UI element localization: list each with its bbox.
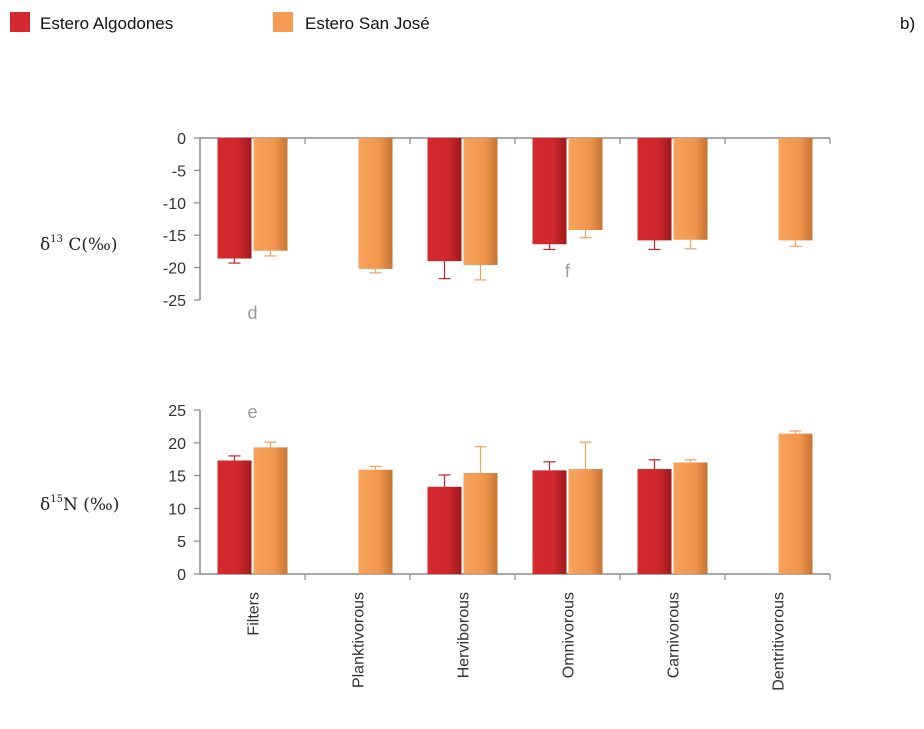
- legend-swatch-sanjose: [273, 12, 293, 32]
- ylabel-d15n-rest: N (‰): [63, 495, 119, 515]
- y-tick-label-d13C-3: -15: [163, 228, 186, 245]
- ylabel-d13c: δ13 C(‰): [40, 234, 117, 255]
- category-label-omnivorous: Omnivorous: [561, 592, 578, 678]
- legend-label-sanjose: Estero San José: [305, 14, 430, 33]
- bar-d15N-estero-san-jos-omnivorous: [568, 469, 603, 574]
- category-label-planktivorous: Planktivorous: [351, 592, 368, 688]
- y-tick-label-d15N-2: 10: [168, 501, 186, 518]
- bar-d15N-estero-san-jos-planktivorous: [358, 469, 393, 574]
- category-label-carnivorous: Carnivorous: [666, 592, 683, 678]
- bar-d15N-estero-algodones-filters: [217, 460, 252, 574]
- bar-d15N-estero-san-jos-herviborous: [463, 472, 498, 574]
- y-tick-label-d13C-1: -5: [172, 163, 186, 180]
- bar-d15N-estero-san-jos-filters: [253, 447, 288, 574]
- category-labels: Filters Planktivorous Herviborous Omnivorou…: [246, 592, 788, 691]
- bar-d13C-estero-san-jos-omnivorous: [568, 138, 603, 231]
- bar-d13C-estero-algodones-filters: [217, 138, 252, 259]
- bar-d13C-estero-san-jos-filters: [253, 138, 288, 251]
- legend: Estero Algodones Estero San José: [10, 12, 430, 33]
- category-label-dentritivorous: Dentritivorous: [771, 592, 788, 691]
- y-tick-label-d15N-5: 25: [168, 403, 186, 420]
- y-tick-label-d13C-2: -10: [163, 196, 186, 213]
- category-label-herviborous: Herviborous: [456, 592, 473, 678]
- y-tick-label-d15N-4: 20: [168, 436, 186, 453]
- legend-label-algodones: Estero Algodones: [40, 14, 173, 33]
- bar-d15N-estero-san-jos-dentritivorous: [778, 433, 813, 574]
- y-tick-label-d13C-4: -20: [163, 261, 186, 278]
- panel-tag: b): [900, 14, 915, 33]
- ylabel-d15n-sup: 15: [50, 494, 63, 505]
- ylabel-d13c-main: δ: [40, 235, 50, 255]
- bar-d13C-estero-algodones-herviborous: [427, 138, 462, 262]
- bar-d13C-estero-algodones-omnivorous: [532, 138, 567, 245]
- bar-d15N-estero-algodones-carnivorous: [637, 469, 672, 574]
- bar-d15N-estero-san-jos-carnivorous: [673, 462, 708, 574]
- panel-d13c: δ13 C(‰) 0 -5 -10 -15 -20 -25 d f: [40, 131, 831, 323]
- ylabel-d15n-main: δ: [40, 495, 50, 515]
- category-label-filters: Filters: [246, 592, 263, 636]
- annotation-d13C-1: f: [565, 261, 571, 281]
- ylabel-d13c-sup: 13: [50, 234, 63, 245]
- y-tick-label-d15N-1: 5: [177, 534, 186, 551]
- ylabel-d13c-rest: C(‰): [63, 235, 118, 255]
- bar-d13C-estero-algodones-carnivorous: [637, 138, 672, 241]
- annotation-d13C-0: d: [247, 303, 257, 323]
- y-tick-label-d13C-0: 0: [177, 131, 186, 148]
- ylabel-d15n: δ15N (‰): [40, 494, 119, 515]
- annotation-d15N-0: e: [247, 402, 257, 422]
- bar-d13C-estero-san-jos-herviborous: [463, 138, 498, 266]
- y-tick-label-d15N-3: 15: [168, 469, 186, 486]
- bar-d13C-estero-san-jos-carnivorous: [673, 138, 708, 240]
- bar-d15N-estero-algodones-omnivorous: [532, 470, 567, 574]
- bar-d13C-estero-san-jos-planktivorous: [358, 138, 393, 269]
- y-tick-label-d13C-5: -25: [163, 293, 186, 310]
- bar-d15N-estero-algodones-herviborous: [427, 486, 462, 574]
- y-tick-label-d15N-0: 0: [177, 567, 186, 584]
- legend-swatch-algodones: [10, 12, 30, 32]
- bar-d13C-estero-san-jos-dentritivorous: [778, 138, 813, 241]
